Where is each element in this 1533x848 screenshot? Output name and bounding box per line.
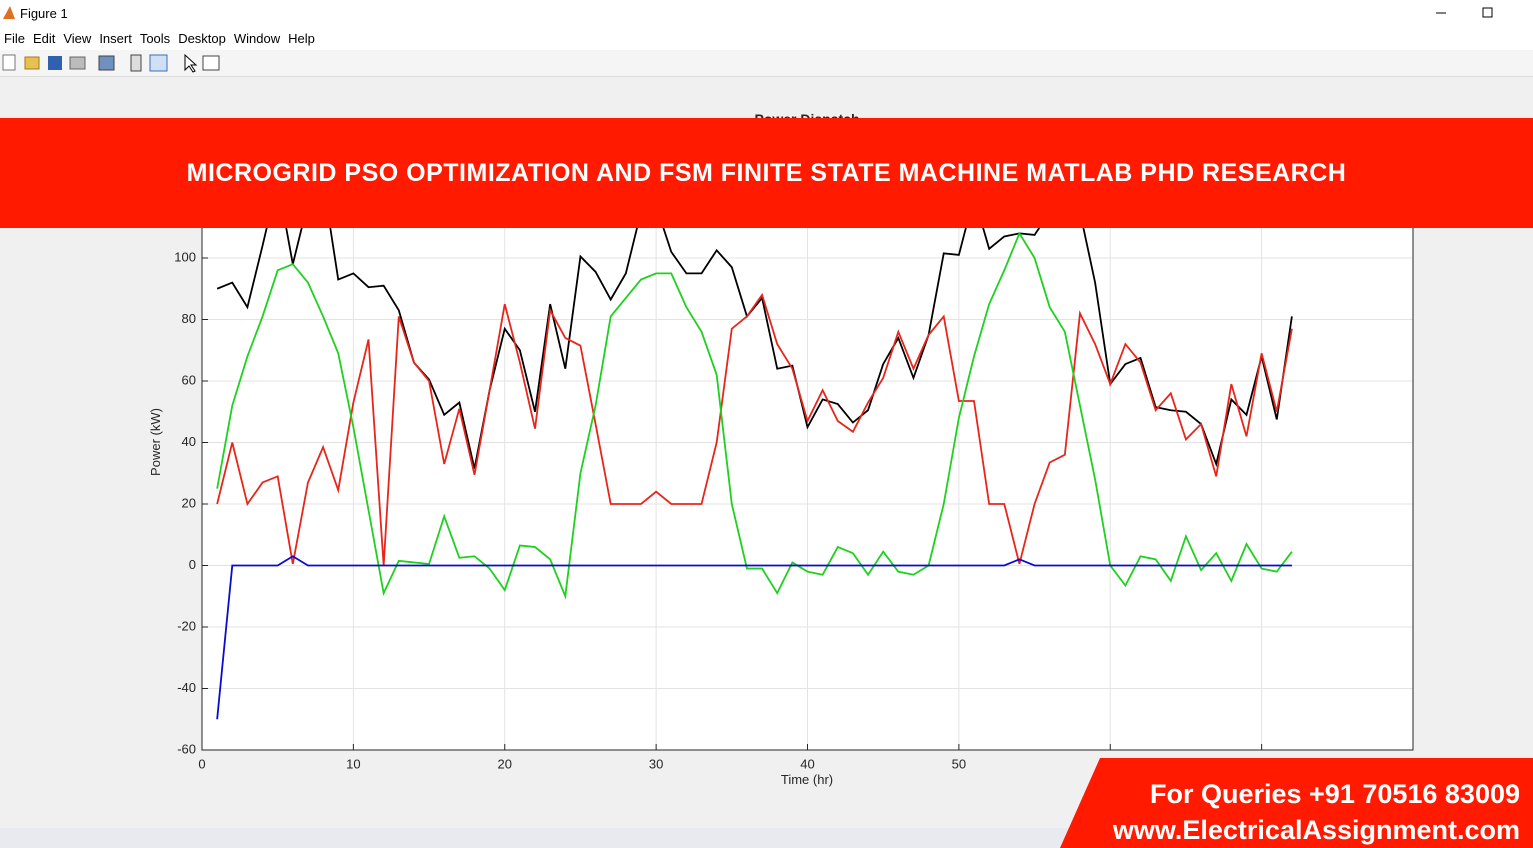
link-button[interactable]	[98, 55, 115, 71]
maximize-button[interactable]	[1482, 7, 1493, 18]
banner: MICROGRID PSO OPTIMIZATION AND FSM FINIT…	[0, 118, 1533, 228]
open-button[interactable]	[24, 56, 40, 70]
save-button[interactable]	[48, 56, 62, 70]
toolbar-icons	[2, 53, 220, 73]
title-bar: Figure 1	[0, 0, 1533, 26]
y-tick-label: -60	[177, 741, 196, 756]
hide-tools-button[interactable]	[130, 54, 142, 72]
menu-item[interactable]: Help	[288, 31, 315, 46]
show-tools-button[interactable]	[149, 54, 168, 72]
y-tick-label: 20	[182, 495, 196, 510]
y-tick-label: -20	[177, 618, 196, 633]
y-axis-label: Power (kW)	[148, 408, 163, 476]
x-tick-label: 20	[498, 756, 512, 771]
menu-item[interactable]: Tools	[139, 31, 171, 46]
x-tick-label: 0	[198, 756, 205, 771]
data-line	[216, 292, 1293, 566]
y-tick-label: 100	[174, 249, 196, 264]
y-tick-label: -40	[177, 680, 196, 695]
menu-item[interactable]: Desktop	[178, 31, 226, 46]
x-tick-label: 30	[649, 756, 663, 771]
app-icon	[3, 6, 15, 19]
menu-item[interactable]: File	[4, 31, 25, 46]
print-button[interactable]	[69, 56, 86, 70]
menu-item[interactable]: Insert	[99, 31, 132, 46]
menu-item[interactable]: Edit	[32, 31, 56, 46]
x-tick-label: 70	[1254, 756, 1268, 771]
window-title: Figure 1	[20, 6, 68, 21]
x-tick-label: 50	[952, 756, 966, 771]
toolbar	[0, 50, 1533, 77]
x-tick-label: 10	[346, 756, 360, 771]
y-tick-label: 80	[182, 311, 196, 326]
property-inspector-button[interactable]	[202, 55, 220, 71]
x-tick-label: 40	[800, 756, 814, 771]
menu-item[interactable]: View	[63, 31, 92, 46]
edit-plot-button[interactable]	[184, 53, 198, 73]
y-tick-label: 60	[182, 372, 196, 387]
x-tick-label: 80	[1406, 756, 1420, 771]
data-line	[216, 555, 1292, 720]
y-tick-label: 0	[189, 557, 196, 572]
title-bar-graphics	[3, 6, 1493, 19]
x-axis-label: Time (hr)	[781, 772, 833, 787]
new-button[interactable]	[2, 54, 16, 71]
menu-item[interactable]: Window	[233, 31, 281, 46]
x-tick-label: 60	[1103, 756, 1117, 771]
menu-bar: File Edit View Insert Tools Desktop Window Help	[0, 26, 1533, 50]
y-tick-label: 40	[182, 434, 196, 449]
